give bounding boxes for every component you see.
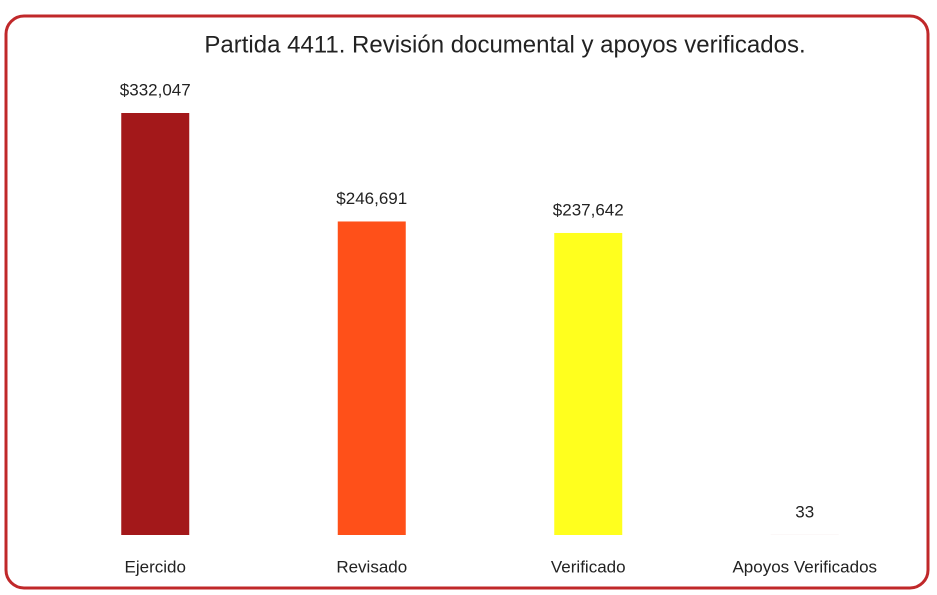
bar bbox=[337, 221, 406, 536]
x-tick-label: Revisado bbox=[336, 557, 407, 576]
chart-frame bbox=[4, 14, 930, 590]
x-tick-label: Ejercido bbox=[125, 557, 186, 576]
value-label: 33 bbox=[795, 502, 814, 521]
value-label: $237,642 bbox=[553, 200, 624, 219]
value-label: $332,047 bbox=[120, 80, 191, 99]
chart-title: Partida 4411. Revisión documental y apoy… bbox=[204, 31, 805, 58]
value-label: $246,691 bbox=[336, 189, 407, 208]
bar bbox=[121, 113, 190, 535]
x-tick-label: Verificado bbox=[551, 557, 626, 576]
x-tick-label: Apoyos Verificados bbox=[732, 557, 877, 576]
bar bbox=[554, 232, 623, 535]
